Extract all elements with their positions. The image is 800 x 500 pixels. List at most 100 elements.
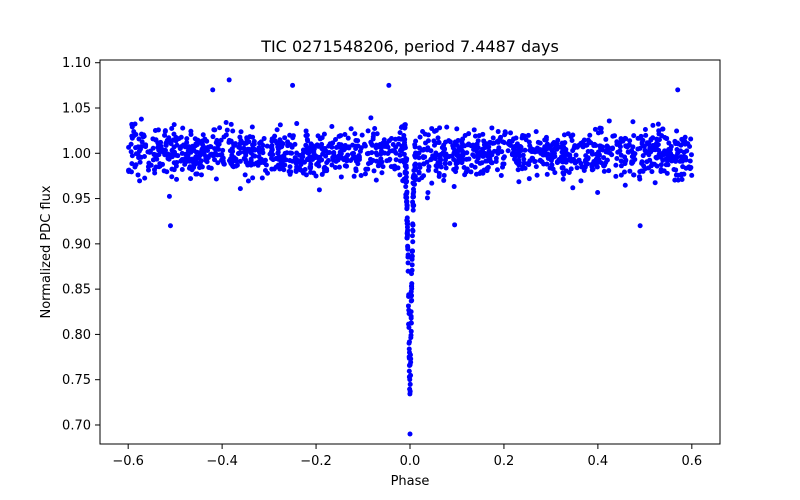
data-point: [419, 175, 425, 181]
data-point: [679, 177, 685, 183]
data-point: [582, 159, 588, 165]
data-point: [493, 158, 499, 164]
data-point: [474, 141, 480, 147]
data-point: [365, 128, 371, 134]
data-point: [630, 153, 636, 159]
data-point: [345, 152, 351, 158]
data-point: [308, 164, 314, 170]
data-point: [499, 149, 505, 155]
data-point: [397, 148, 403, 154]
data-point: [189, 148, 195, 154]
data-point: [296, 165, 302, 171]
data-point: [626, 142, 632, 148]
data-point: [371, 131, 376, 137]
data-point: [660, 153, 666, 158]
data-point: [429, 180, 435, 186]
data-point: [202, 136, 208, 142]
data-point: [135, 144, 141, 150]
data-point: [332, 165, 338, 171]
data-point: [491, 140, 497, 146]
data-point: [355, 143, 361, 149]
x-tick-label: 0.2: [494, 454, 515, 469]
data-point: [419, 147, 425, 153]
data-point: [184, 140, 190, 146]
data-point: [597, 125, 603, 131]
data-point: [321, 131, 327, 137]
data-point: [656, 131, 662, 137]
data-point: [322, 146, 328, 152]
data-point: [476, 133, 482, 139]
data-point: [425, 190, 431, 196]
data-point: [406, 311, 412, 317]
data-point: [631, 133, 637, 139]
data-point: [459, 140, 465, 146]
data-point: [425, 138, 431, 144]
data-point: [650, 122, 656, 128]
data-point: [294, 121, 300, 127]
data-point: [193, 171, 199, 177]
data-point: [305, 138, 311, 144]
data-point: [406, 294, 412, 300]
data-point: [145, 149, 151, 155]
data-point: [320, 151, 326, 157]
data-point: [613, 173, 619, 179]
data-point: [397, 172, 403, 178]
data-point: [433, 150, 439, 156]
data-point: [406, 324, 412, 330]
data-point: [626, 149, 632, 155]
data-point: [673, 154, 679, 160]
data-point: [655, 121, 661, 127]
data-point: [601, 168, 607, 174]
data-point: [242, 172, 248, 178]
data-point: [369, 141, 375, 147]
data-point: [156, 147, 162, 153]
data-point: [404, 156, 410, 162]
data-point: [274, 140, 280, 146]
data-point: [240, 140, 246, 146]
data-point: [355, 154, 361, 160]
data-point: [198, 172, 204, 178]
data-point: [402, 122, 408, 128]
data-point: [674, 128, 680, 134]
data-point: [452, 222, 458, 228]
data-point: [409, 253, 415, 259]
data-point: [407, 386, 413, 392]
data-point: [316, 159, 322, 165]
data-point: [592, 126, 598, 132]
data-point: [538, 148, 544, 154]
data-point: [380, 164, 386, 170]
data-point: [409, 262, 415, 268]
data-point: [408, 372, 414, 378]
data-point: [138, 116, 144, 122]
data-point: [687, 143, 693, 149]
data-point: [368, 115, 374, 121]
data-point: [217, 125, 223, 131]
data-point: [508, 130, 514, 136]
data-point: [136, 136, 142, 142]
y-axis-label: Normalized PDC flux: [39, 185, 54, 318]
data-point: [182, 157, 188, 163]
data-point: [480, 170, 486, 176]
data-point: [259, 175, 265, 181]
data-point: [338, 174, 344, 180]
data-point: [407, 391, 413, 397]
data-point: [561, 132, 567, 138]
data-point: [425, 132, 431, 138]
data-point: [450, 145, 456, 151]
data-point: [260, 142, 266, 148]
data-point: [406, 339, 412, 345]
data-point: [495, 129, 501, 135]
data-point: [152, 170, 158, 176]
data-point: [232, 142, 238, 148]
data-point: [490, 135, 496, 141]
data-point: [404, 235, 410, 241]
data-point: [420, 155, 426, 161]
data-point: [387, 148, 393, 154]
data-point: [568, 166, 574, 172]
data-point: [217, 152, 223, 158]
data-point: [454, 152, 460, 158]
data-point: [570, 185, 576, 191]
data-point: [237, 158, 243, 164]
data-point: [605, 149, 611, 155]
data-point: [428, 156, 434, 162]
